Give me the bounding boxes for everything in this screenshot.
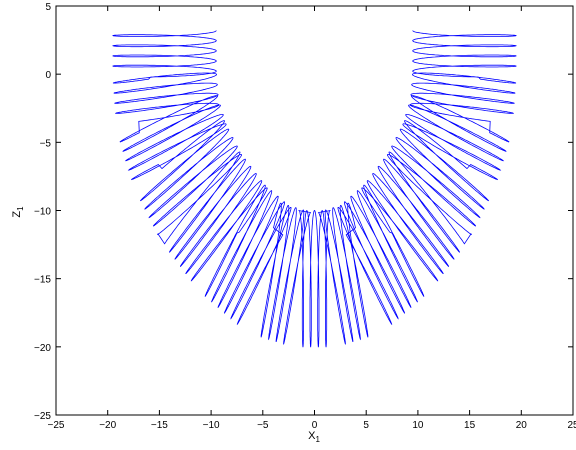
x-axis-label: X1 — [308, 430, 320, 444]
x-tick-label: 25 — [567, 420, 576, 431]
y-tick-label: −10 — [34, 207, 51, 218]
series-line-helix — [112, 30, 517, 348]
y-tick-label: −20 — [34, 343, 51, 354]
y-tick-label: 5 — [45, 2, 51, 13]
x-tick-label: −15 — [151, 420, 168, 431]
x-tick-label: 0 — [312, 420, 318, 431]
x-tick-label: −10 — [203, 420, 220, 431]
x-tick-label: 15 — [464, 420, 476, 431]
x-tick-label: 5 — [363, 420, 369, 431]
curve-layer — [112, 30, 517, 348]
x-tick-label: −25 — [48, 420, 65, 431]
x-tick-label: 20 — [516, 420, 528, 431]
x-axis-label-subscript: 1 — [315, 435, 320, 444]
x-tick-label: −5 — [257, 420, 269, 431]
y-axis-label: Z1 — [11, 206, 25, 218]
tick-layer: −25 −20 −15 −10 −5 0 5 10 15 20 25 −25 −20 −15 −10 −5 0 5 — [34, 2, 576, 431]
y-axis-label-subscript: 1 — [16, 206, 25, 211]
y-tick-label: −15 — [34, 275, 51, 286]
y-tick-label: 0 — [45, 70, 51, 81]
x-tick-label: 10 — [412, 420, 424, 431]
x-tick-label: −20 — [99, 420, 116, 431]
y-tick-label: −5 — [40, 138, 52, 149]
y-tick-label: −25 — [34, 411, 51, 422]
